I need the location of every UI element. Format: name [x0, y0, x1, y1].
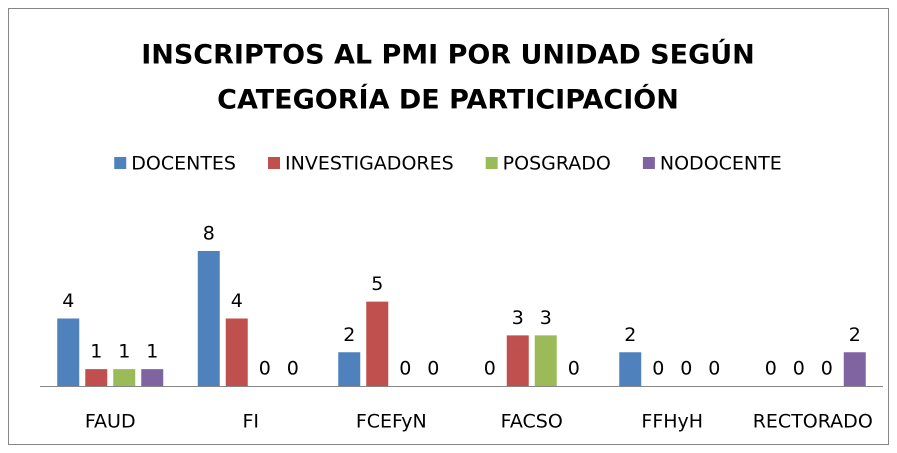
- data-label: 0: [484, 358, 496, 380]
- legend-swatch: [485, 157, 498, 169]
- data-label: 0: [259, 358, 271, 380]
- legend-swatch: [268, 157, 280, 169]
- x-tick-label: FAUD: [85, 411, 136, 433]
- legend-item: INVESTIGADORES: [268, 153, 454, 175]
- x-tick-label: FI: [242, 411, 259, 433]
- data-label: 0: [708, 358, 720, 380]
- data-label: 3: [512, 307, 524, 329]
- data-label: 4: [62, 290, 74, 312]
- data-label: 0: [652, 358, 664, 380]
- bar: [57, 318, 80, 386]
- data-label: 4: [231, 290, 243, 312]
- data-label: 2: [343, 324, 355, 346]
- bar: [338, 352, 361, 386]
- bar: [225, 318, 248, 386]
- data-label: 2: [849, 324, 861, 346]
- legend-item: DOCENTES: [114, 153, 236, 175]
- legend-label: INVESTIGADORES: [285, 153, 454, 175]
- data-label: 0: [399, 358, 411, 380]
- legend-label: POSGRADO: [503, 153, 611, 175]
- data-label: 0: [821, 358, 833, 380]
- bar: [366, 301, 389, 386]
- data-label: 1: [146, 341, 158, 363]
- bar: [197, 251, 220, 386]
- bar: [113, 369, 136, 386]
- legend-swatch: [114, 157, 127, 169]
- x-tick-label: FACSO: [501, 411, 563, 433]
- legend-label: NODOCENTE: [660, 153, 782, 175]
- x-tick-label: RECTORADO: [753, 411, 873, 433]
- bar: [843, 352, 866, 386]
- chart-border: [8, 8, 889, 445]
- data-label: 5: [371, 273, 383, 295]
- legend-label: DOCENTES: [131, 153, 236, 175]
- chart-title: CATEGORÍA DE PARTICIPACIÓN: [217, 84, 679, 116]
- bar: [85, 369, 108, 386]
- data-label: 1: [90, 341, 102, 363]
- legend-swatch: [642, 157, 655, 169]
- chart-title: INSCRIPTOS AL PMI POR UNIDAD SEGÚN: [141, 39, 755, 71]
- bar: [534, 335, 557, 386]
- data-label: 0: [427, 358, 439, 380]
- data-label: 0: [793, 358, 805, 380]
- bar: [141, 369, 164, 386]
- legend-item: NODOCENTE: [642, 153, 782, 175]
- data-label: 2: [624, 324, 636, 346]
- bar: [506, 335, 529, 386]
- legend: DOCENTES INVESTIGADORES POSGRADO NODOCENTE: [114, 153, 782, 175]
- data-label: 3: [540, 307, 552, 329]
- x-tick-label: FCEFyN: [356, 411, 427, 433]
- data-label: 0: [568, 358, 580, 380]
- data-label: 8: [203, 223, 215, 245]
- x-tick-label: FFHyH: [641, 411, 703, 433]
- data-label: 0: [765, 358, 777, 380]
- legend-item: POSGRADO: [485, 153, 611, 175]
- bar: [619, 352, 642, 386]
- data-label: 0: [680, 358, 692, 380]
- data-label: 0: [287, 358, 299, 380]
- data-label: 1: [118, 341, 130, 363]
